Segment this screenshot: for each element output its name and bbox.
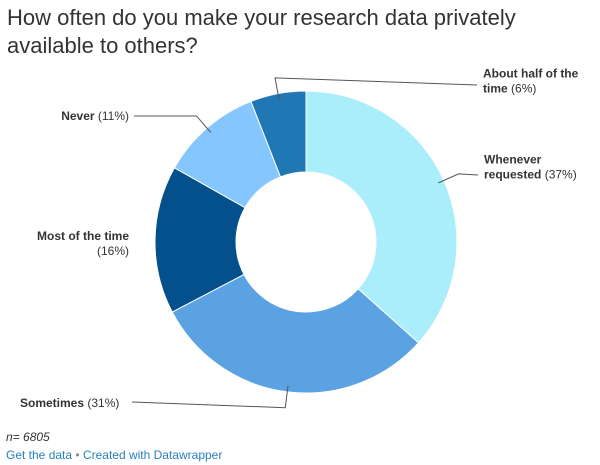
- label-most-of-the-time: Most of the time (16%): [37, 229, 129, 258]
- footer-separator: •: [75, 448, 80, 462]
- slice-most-of-the-time[interactable]: [154, 167, 246, 313]
- label-about-half-of-the-time: About half of the time (6%): [483, 67, 579, 96]
- sample-size-note: n= 6805: [6, 430, 50, 444]
- label-never: Never (11%): [61, 109, 129, 123]
- label-whenever-requested: Whenever requested (37%): [484, 153, 577, 182]
- footer: Get the data • Created with Datawrapper: [6, 448, 222, 462]
- leader-line-sometimes: [131, 385, 289, 409]
- datawrapper-credit-link[interactable]: Created with Datawrapper: [82, 448, 223, 462]
- slice-whenever-requested[interactable]: [305, 90, 458, 344]
- leader-line-never: [133, 115, 212, 133]
- chart-title: How often do you make your research data…: [7, 5, 516, 58]
- leader-line-about-half-of-the-time: [274, 77, 478, 100]
- leader-lines: [131, 77, 479, 409]
- slice-sometimes[interactable]: [171, 273, 420, 394]
- leader-line-whenever-requested: [438, 173, 479, 184]
- donut-slices: [154, 90, 458, 394]
- get-data-link[interactable]: Get the data: [6, 448, 73, 462]
- label-sometimes: Sometimes (31%): [20, 396, 119, 410]
- slice-labels: Whenever requested (37%) Sometimes (31%) Mo…: [20, 67, 579, 411]
- slice-about-half-of-the-time[interactable]: [250, 90, 307, 178]
